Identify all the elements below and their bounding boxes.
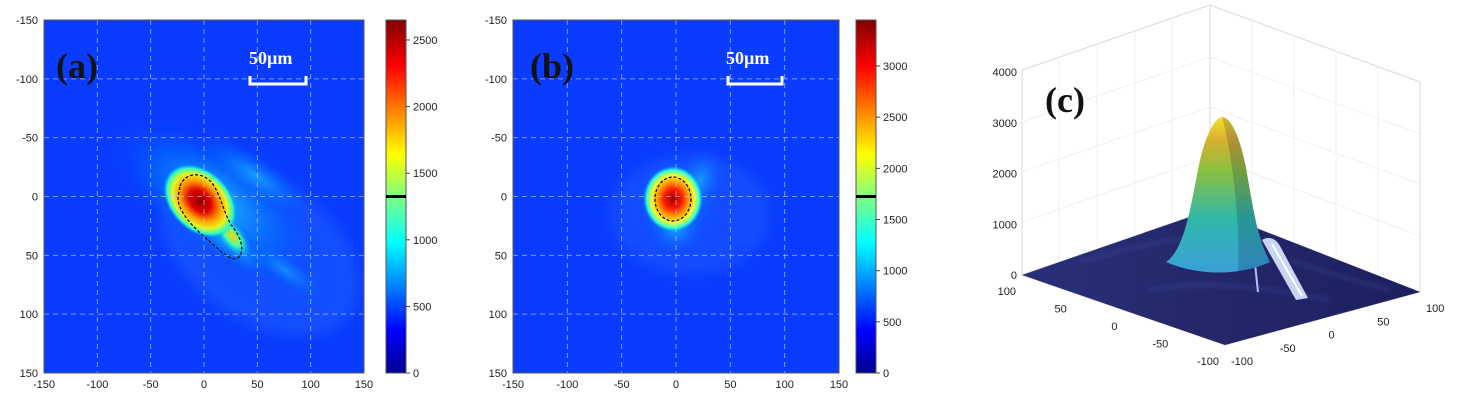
panel-c-x-tick-label: 50 xyxy=(1055,304,1067,316)
panel-b-colorbar-tick-label: 1500 xyxy=(883,215,907,227)
panel-a-y-tick-label: 50 xyxy=(26,250,38,262)
panel-a-scale-bar-label: 50µm xyxy=(249,48,292,68)
panel-c-y-tick-label: 100 xyxy=(1426,303,1444,315)
panel-b-colorbar-tick-label: 0 xyxy=(883,368,889,380)
panel-c-y-tick-label: -100 xyxy=(1231,356,1253,368)
panel-c-peak xyxy=(1166,117,1270,273)
panel-c-z-tick-label: 3000 xyxy=(993,118,1017,130)
panel-b-y-tick-label: 50 xyxy=(495,250,507,262)
panel-c-ticks: 0 1000 2000 3000 4000 100 50 0 -50 -100 -100 -50 0 50… xyxy=(993,67,1445,368)
panel-b-y-tick-label: -50 xyxy=(491,133,507,145)
panel-a-scale-bar: 50µm xyxy=(248,48,308,86)
panel-b-scale-bar: 50µm xyxy=(726,48,784,86)
panel-b-colorbar-tick-label: 2000 xyxy=(883,163,907,175)
panel-b-y-tick-label: -150 xyxy=(485,15,507,27)
panel-b-colorbar-tick-label: 500 xyxy=(883,317,901,329)
panel-c-grid xyxy=(1021,18,1421,275)
panel-a-y-tick-label: -150 xyxy=(16,15,38,27)
panel-a-colorbar-tick-label: 1000 xyxy=(413,235,437,247)
panel-b-label: (b) xyxy=(530,46,574,86)
panel-a-x-tick-label: -150 xyxy=(33,379,55,391)
panel-a-y-tick-label: -50 xyxy=(22,133,38,145)
panel-a-x-tick-label: 100 xyxy=(301,379,319,391)
panel-b-colorbar-tick-label: 1000 xyxy=(883,266,907,278)
panel-b-y-tick-label: -100 xyxy=(485,74,507,86)
panel-c-y-tick-label: 0 xyxy=(1329,330,1335,342)
panel-a-colorbar-tick-label: 1500 xyxy=(413,168,437,180)
panel-a-label: (a) xyxy=(56,46,98,86)
panel-b-x-tick-label: 100 xyxy=(775,379,793,391)
panel-a-colorbar-tick-label: 0 xyxy=(413,368,419,380)
panel-c-label: (c) xyxy=(1045,80,1085,120)
panel-a-contour xyxy=(177,174,243,260)
panel-a-y-ticks: -150 -100 -50 0 50 100 150 xyxy=(16,15,38,380)
panel-b-x-tick-label: -150 xyxy=(502,379,524,391)
panel-c-x-tick-label: -100 xyxy=(1197,356,1219,368)
panel-a-x-tick-label: -100 xyxy=(86,379,108,391)
panel-b-y-tick-label: 150 xyxy=(489,368,507,380)
panel-a-colorbar: 0 500 1000 1500 2000 2500 xyxy=(385,19,437,380)
panel-b-x-ticks: -150 -100 -50 0 50 100 150 xyxy=(502,379,848,391)
panel-b-x-tick-label: -50 xyxy=(614,379,630,391)
panel-a-colorbar-tick-label: 2000 xyxy=(413,102,437,114)
panel-b-y-tick-label: 100 xyxy=(489,309,507,321)
panel-a-colorbar-tick-label: 500 xyxy=(413,301,431,313)
panel-b-colorbar-tick-label: 3000 xyxy=(883,61,907,73)
panel-b-contour xyxy=(654,176,692,222)
panel-c-x-tick-label: 0 xyxy=(1111,321,1117,333)
panel-b-y-ticks: -150 -100 -50 0 50 100 150 xyxy=(485,15,507,380)
panel-b-x-tick-label: 150 xyxy=(830,379,848,391)
panel-b-scale-bar-label: 50µm xyxy=(726,48,769,68)
panel-a-y-tick-label: 0 xyxy=(32,192,38,204)
panel-c-z-tick-label: 0 xyxy=(1011,270,1017,282)
panel-b-colorbar: 0 500 1000 1500 2000 2500 3000 xyxy=(855,19,907,380)
panel-b-x-tick-label: 0 xyxy=(673,379,679,391)
panel-c-z-tick-label: 1000 xyxy=(993,219,1017,231)
panel-b-y-tick-label: 0 xyxy=(501,192,507,204)
panel-c-z-tick-label: 2000 xyxy=(993,169,1017,181)
panel-a-y-tick-label: 100 xyxy=(20,309,38,321)
panel-c-z-tick-label: 4000 xyxy=(993,67,1017,79)
panel-a-heatmap xyxy=(111,117,359,336)
panel-b-colorbar-tick-label: 2500 xyxy=(883,112,907,124)
panel-a-x-ticks: -150 -100 -50 0 50 100 150 xyxy=(33,379,373,391)
panel-b-x-tick-label: 50 xyxy=(724,379,736,391)
panel-a-x-tick-label: 150 xyxy=(355,379,373,391)
panel-a-y-tick-label: 150 xyxy=(20,368,38,380)
panel-c-x-tick-label: 100 xyxy=(998,286,1016,298)
panel-a-y-tick-label: -100 xyxy=(16,74,38,86)
panel-b-grid xyxy=(513,20,839,373)
panel-a-x-tick-label: 50 xyxy=(251,379,263,391)
panel-a: -150 -100 -50 0 50 100 150 -150 -100 -50 0 50 100 15… xyxy=(16,15,438,391)
panel-a-x-tick-label: 0 xyxy=(201,379,207,391)
panel-b: -150 -100 -50 0 50 100 150 -150 -100 -50 0 50 100 15… xyxy=(485,15,908,391)
panel-a-colorbar-tick-label: 2500 xyxy=(413,35,437,47)
panel-a-x-tick-label: -50 xyxy=(143,379,159,391)
panel-c-y-tick-label: 50 xyxy=(1377,316,1389,328)
panel-b-x-tick-label: -100 xyxy=(556,379,578,391)
panel-a-grid xyxy=(44,20,364,373)
panel-c-x-tick-label: -50 xyxy=(1152,339,1168,351)
panel-c-y-tick-label: -50 xyxy=(1280,343,1296,355)
